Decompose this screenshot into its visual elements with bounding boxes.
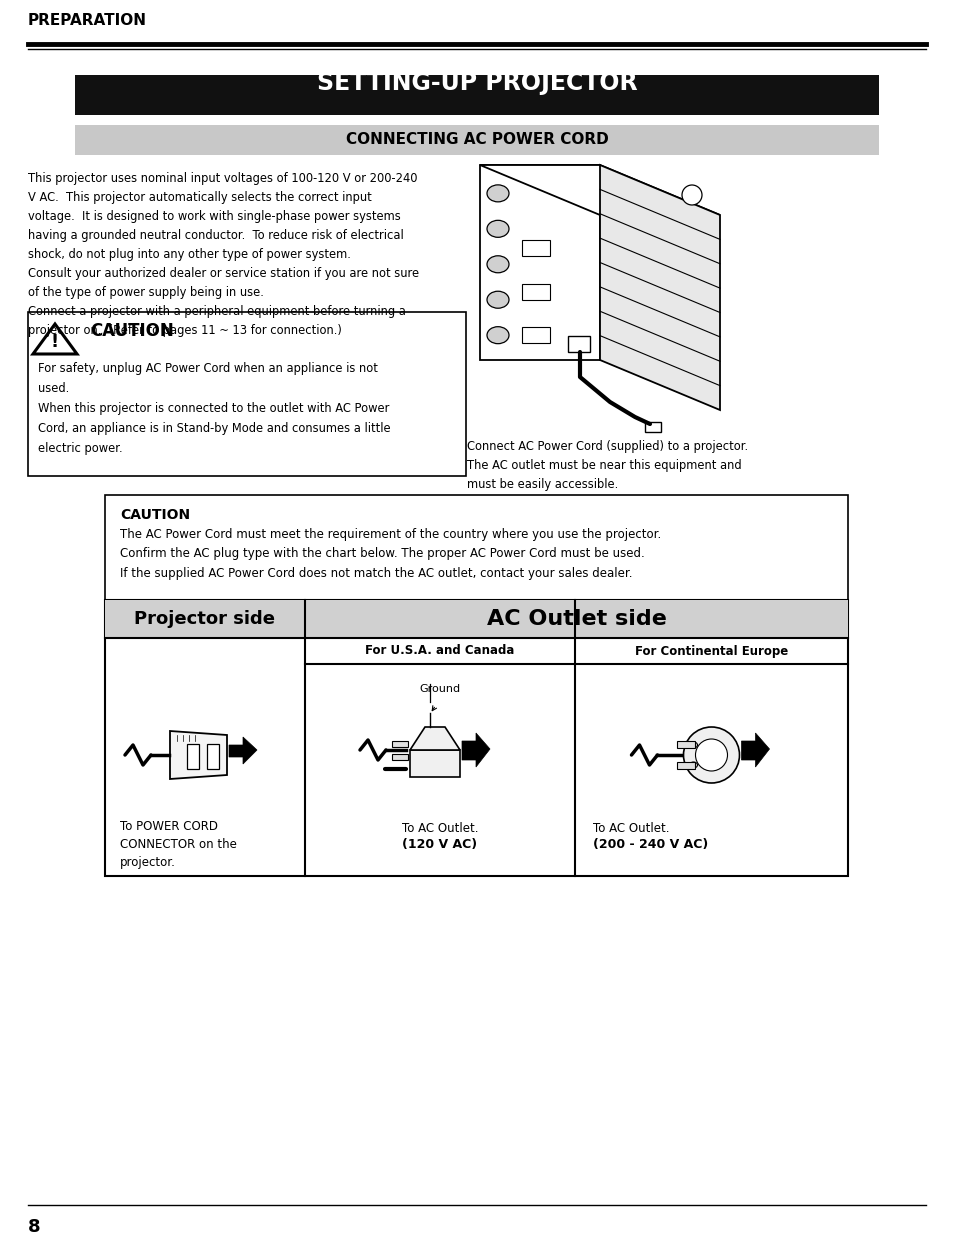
Polygon shape: [740, 734, 769, 767]
Bar: [305, 600, 847, 638]
Text: This projector uses nominal input voltages of 100-120 V or 200-240
V AC.  This p: This projector uses nominal input voltag…: [28, 172, 418, 337]
Circle shape: [695, 739, 727, 771]
Bar: [677, 762, 695, 769]
Polygon shape: [461, 734, 490, 767]
Ellipse shape: [486, 220, 509, 237]
Bar: [207, 743, 219, 769]
Bar: [75, 125, 878, 156]
Bar: [105, 495, 847, 610]
Bar: [392, 755, 408, 760]
Bar: [521, 327, 550, 343]
Text: (200 - 240 V AC): (200 - 240 V AC): [593, 839, 707, 851]
Polygon shape: [479, 165, 720, 215]
Text: CAUTION: CAUTION: [120, 508, 190, 522]
Text: To POWER CORD
CONNECTOR on the
projector.: To POWER CORD CONNECTOR on the projector…: [120, 820, 236, 869]
Bar: [521, 241, 550, 257]
Bar: [392, 741, 408, 747]
Text: CONNECTING AC POWER CORD: CONNECTING AC POWER CORD: [345, 132, 608, 147]
Text: Ground: Ground: [419, 684, 460, 694]
Text: SETTING-UP PROJECTOR: SETTING-UP PROJECTOR: [316, 70, 637, 95]
Bar: [75, 75, 878, 115]
Bar: [28, 312, 465, 475]
Ellipse shape: [689, 762, 697, 768]
Text: CAUTION: CAUTION: [90, 322, 173, 340]
Ellipse shape: [486, 327, 509, 343]
Text: For Continental Europe: For Continental Europe: [634, 645, 787, 657]
Text: Projector side: Projector side: [134, 610, 275, 629]
Text: To AC Outlet.: To AC Outlet.: [401, 823, 477, 835]
Circle shape: [682, 727, 739, 783]
Bar: [567, 336, 589, 352]
Text: The AC Power Cord must meet the requirement of the country where you use the pro: The AC Power Cord must meet the requirem…: [120, 529, 660, 580]
Text: (120 V AC): (120 V AC): [402, 839, 477, 851]
Bar: [187, 743, 199, 769]
Ellipse shape: [689, 742, 697, 748]
Text: PREPARATION: PREPARATION: [28, 14, 147, 28]
Text: For U.S.A. and Canada: For U.S.A. and Canada: [365, 645, 515, 657]
Polygon shape: [410, 727, 459, 750]
Text: 8: 8: [28, 1218, 41, 1235]
Text: Connect AC Power Cord (supplied) to a projector.
The AC outlet must be near this: Connect AC Power Cord (supplied) to a pr…: [467, 440, 747, 492]
Ellipse shape: [486, 291, 509, 309]
Polygon shape: [229, 737, 256, 764]
Bar: [677, 741, 695, 748]
Ellipse shape: [486, 185, 509, 201]
Bar: [105, 600, 847, 876]
Bar: [644, 422, 660, 432]
Text: !: !: [51, 333, 59, 351]
Bar: [521, 284, 550, 300]
Ellipse shape: [486, 256, 509, 273]
Polygon shape: [599, 165, 720, 410]
Bar: [479, 165, 599, 359]
Text: To AC Outlet.: To AC Outlet.: [593, 823, 669, 835]
Ellipse shape: [681, 185, 701, 205]
Text: AC Outlet side: AC Outlet side: [486, 609, 666, 629]
Bar: [105, 600, 305, 638]
Polygon shape: [170, 731, 227, 779]
Text: For safety, unplug AC Power Cord when an appliance is not
used.
When this projec: For safety, unplug AC Power Cord when an…: [38, 362, 390, 454]
Polygon shape: [410, 750, 459, 777]
